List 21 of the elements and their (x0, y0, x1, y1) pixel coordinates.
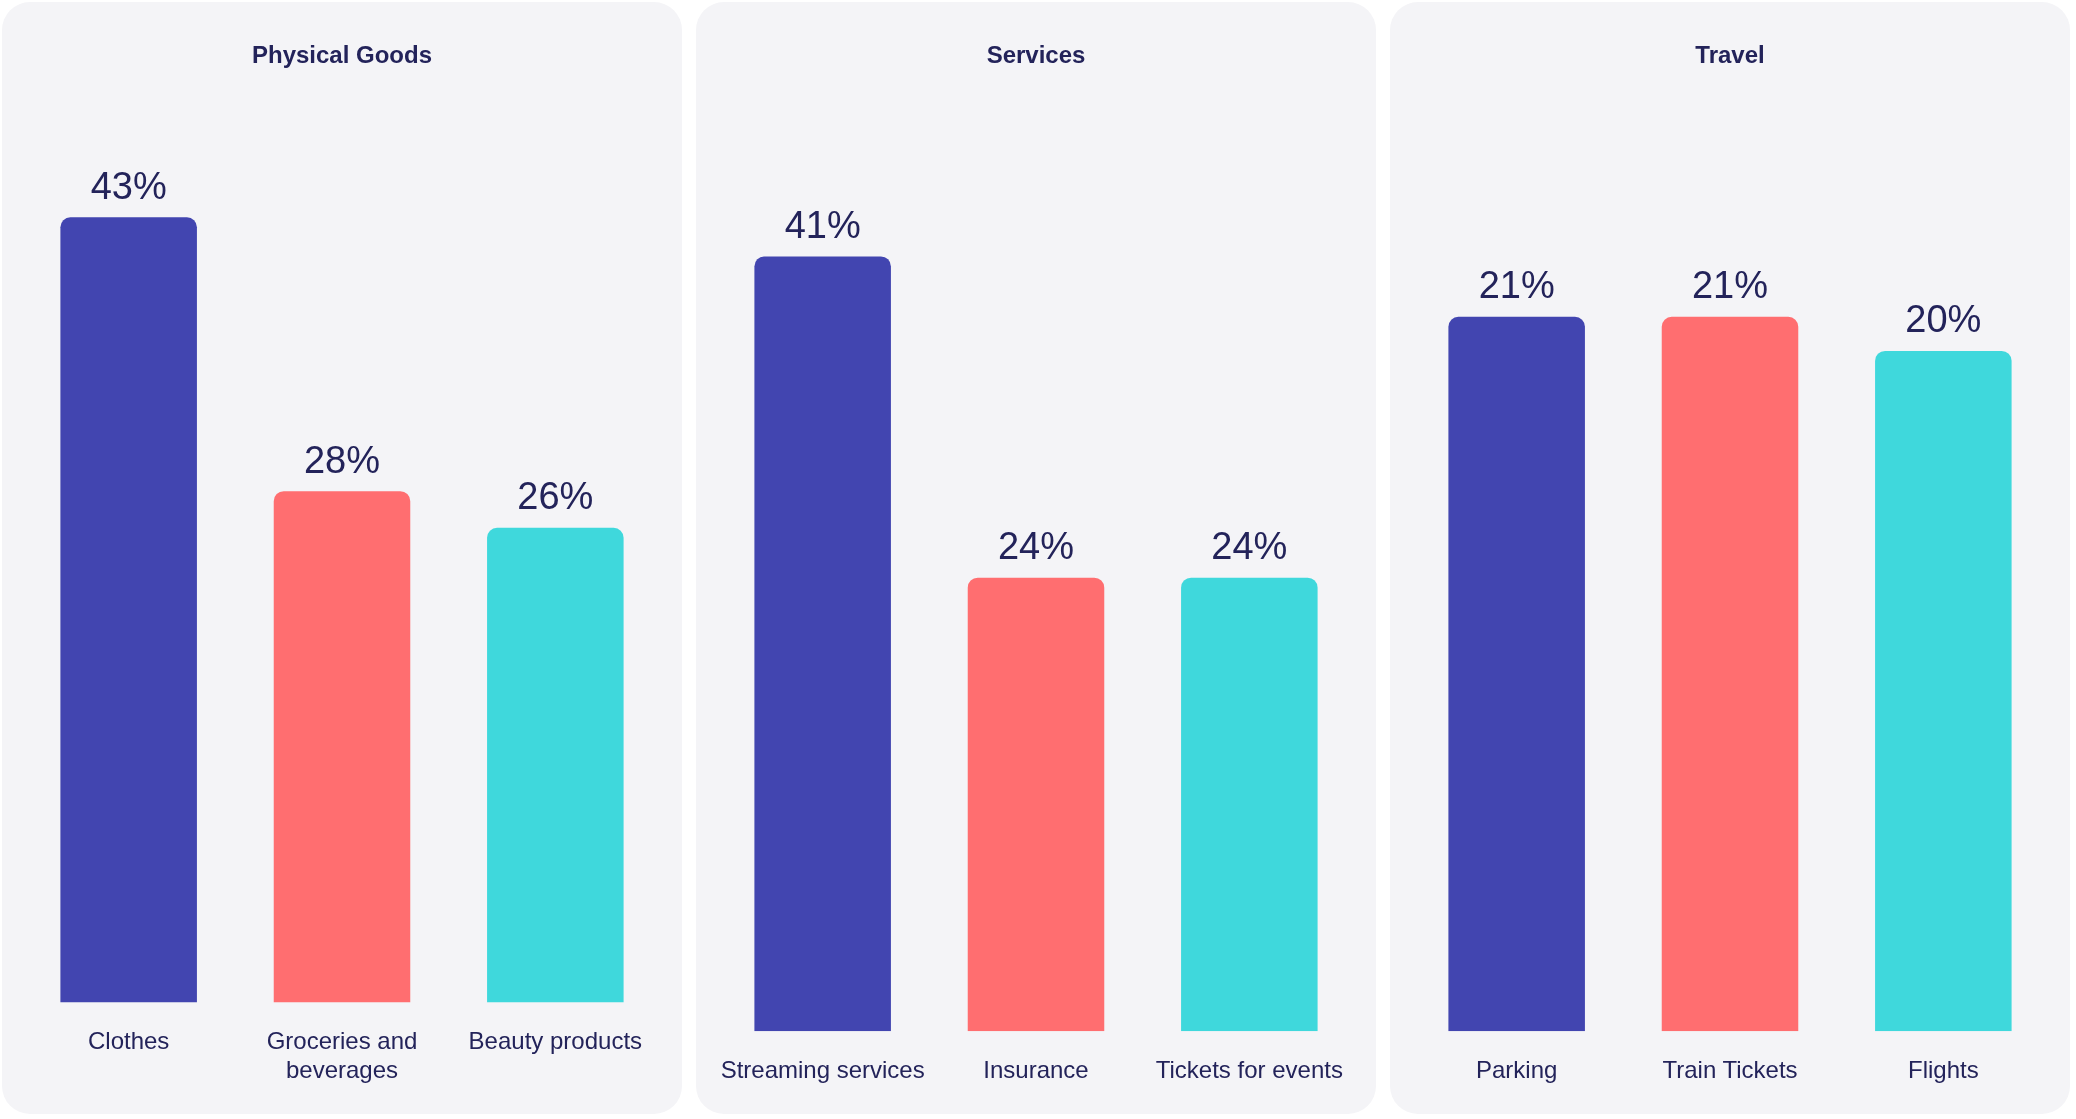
x-tick-label: Beauty products (468, 1027, 643, 1055)
chart-title: Physical Goods (251, 41, 433, 69)
x-tick-label: Train Tickets (1662, 1056, 1798, 1084)
x-tick-label: Groceries and beverages (266, 1027, 418, 1084)
data-label: 43% (90, 164, 167, 207)
x-tick-label: Parking (1475, 1056, 1558, 1084)
chart-title: Services (986, 41, 1086, 69)
x-tick-label: Tickets for events (1155, 1056, 1343, 1084)
data-label: 21% (1478, 264, 1555, 307)
data-label: 41% (784, 203, 861, 246)
x-tick-label: Streaming services (720, 1056, 925, 1084)
chart-title: Travel (1695, 41, 1765, 69)
x-tick-label: Insurance (983, 1056, 1089, 1084)
data-label: 26% (517, 475, 594, 518)
x-tick-label: Clothes (87, 1027, 170, 1055)
x-tick-label: Flights (1907, 1056, 1979, 1084)
data-label: 21% (1691, 264, 1769, 307)
data-label: 28% (303, 438, 381, 481)
data-label: 20% (1905, 298, 1982, 341)
data-label: 24% (1211, 525, 1288, 568)
data-label: 24% (997, 525, 1075, 568)
